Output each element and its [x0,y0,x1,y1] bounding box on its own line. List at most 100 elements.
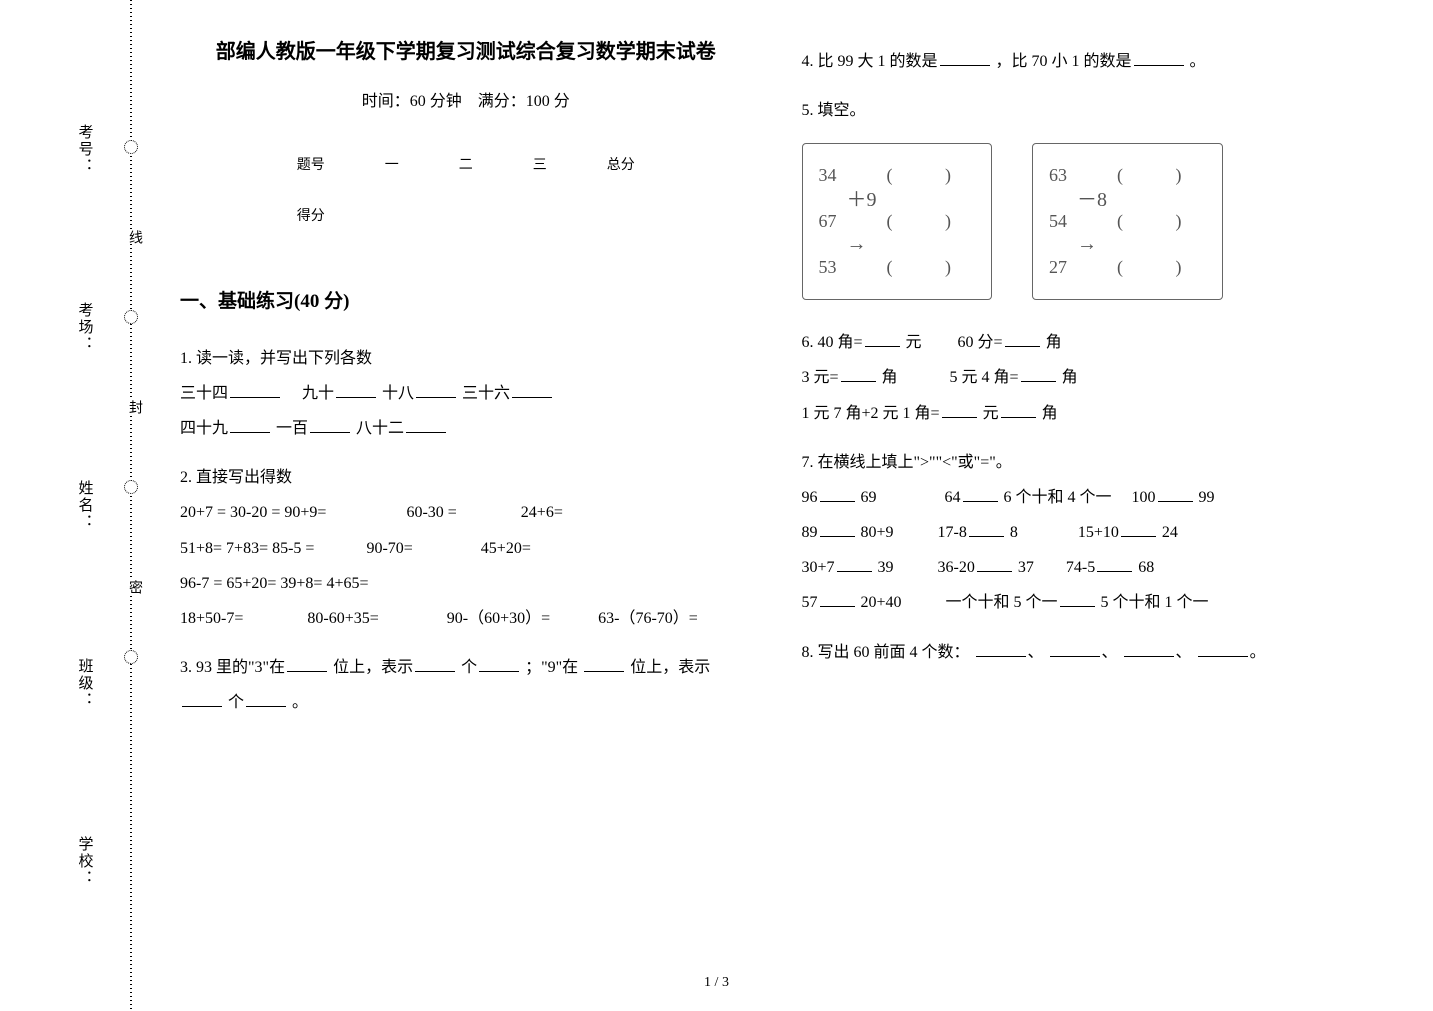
th-3: 三 [503,139,577,190]
page-content: 部编人教版一年级下学期复习测试综合复习数学期末试卷 时间：60 分钟 满分：10… [180,30,1373,734]
fig-num: 67 [819,202,837,242]
q6-prefix: 6. [802,334,818,351]
sealing-dot [124,310,138,324]
fig-num: 53 [819,248,837,288]
th-1: 一 [355,139,429,190]
q8-sep: 、 [1102,644,1118,661]
q7-val: 80+9 [861,524,894,541]
q5-left-box: 34 67 53 ＋9→ ( ) ( ) ( ) [802,143,993,300]
q7-val: 89 [802,524,818,541]
q7-val: 37 [1018,559,1034,576]
question-8: 8. 写出 60 前面 4 个数： 、 、 、 。 [802,635,1374,670]
seal-char: 密 [124,580,144,594]
exam-title: 部编人教版一年级下学期复习测试综合复习数学期末试卷 [180,30,752,74]
question-1: 1. 读一读，并写出下列各数 三十四 九十 十八 三十六 四十九 一百 八十二 [180,341,752,447]
q7-val: 69 [861,489,877,506]
strip-label-school: 学校： [75,836,96,887]
q2-line: 96-7 = 65+20= 39+8= 4+65= [180,566,752,601]
q6-text: 1 元 7 角+2 元 1 角= [802,405,940,422]
question-3: 3. 93 里的"3"在 位上，表示 个 ；"9"在 位上，表示 个 。 [180,650,752,720]
q7-val: 68 [1138,559,1154,576]
q2-label: 2. 直接写出得数 [180,460,752,495]
q1-label: 1. 读一读，并写出下列各数 [180,341,752,376]
page-number: 1 / 3 [704,975,729,991]
fig-op: ＋9 [847,189,877,211]
q7-val: 6 个十和 4 个一 [1004,489,1112,506]
q7-val: 39 [878,559,894,576]
q6-text: 元 [906,334,922,351]
q6-text: 元 [983,405,999,422]
q7-val: 96 [802,489,818,506]
th-num: 题号 [267,139,355,190]
q3-text: 。 [292,694,308,711]
q6-text: 角 [1062,369,1078,386]
q3-text: 3. 93 里的"3"在 [180,659,285,676]
q6-text: 40 角= [818,334,863,351]
q6-text: 3 元= [802,369,839,386]
strip-label-seat: 考号： [75,124,96,175]
fig-blank: ( ) [887,248,976,288]
q3-text: 个 [228,694,244,711]
q5-right-box: 63 54 27 －8→ ( ) ( ) ( ) [1032,143,1223,300]
q2-line: 20+7 = 30-20 = 90+9= 60-30 = 24+6= [180,495,752,530]
q7-val: 5 个十和 1 个一 [1101,594,1209,611]
q7-val: 20+40 [861,594,902,611]
q1-item: 十八 [382,385,414,402]
q6-text: 角 [882,369,898,386]
right-column: 4. 比 99 大 1 的数是 ，比 70 小 1 的数是 。 5. 填空。 3… [802,30,1374,734]
question-2: 2. 直接写出得数 20+7 = 30-20 = 90+9= 60-30 = 2… [180,460,752,636]
q4-text: ，比 70 小 1 的数是 [996,53,1132,70]
th-2: 二 [429,139,503,190]
fig-num: 54 [1049,202,1067,242]
question-4: 4. 比 99 大 1 的数是 ，比 70 小 1 的数是 。 [802,44,1374,79]
q3-text: ；"9"在 [525,659,578,676]
fig-blank: ( ) [1117,202,1206,242]
strip-label-class: 班级： [75,658,96,709]
q8-sep: 、 [1176,644,1192,661]
th-total: 总分 [577,139,665,190]
fig-blank: ( ) [1117,156,1206,196]
sealing-dot [124,140,138,154]
q8-sep: 、 [1028,644,1044,661]
binding-strip: 学校： 班级： 姓名： 考场： 考号： [50,0,120,1011]
q1-item: 三十六 [462,385,510,402]
question-6: 6. 40 角= 元 60 分= 角 3 元= 角 5 元 4 角= 角 1 元… [802,325,1374,431]
q1-item: 三十四 [180,385,228,402]
q7-val: 30+7 [802,559,835,576]
section-1-title: 一、基础练习(40 分) [180,281,752,323]
seal-char: 线 [124,230,144,244]
sealing-dot [124,480,138,494]
q7-val: 8 [1010,524,1018,541]
score-table: 题号 一 二 三 总分 得分 [267,139,665,241]
q8-end: 。 [1250,644,1266,661]
q6-text: 角 [1042,405,1058,422]
q1-item: 四十九 [180,420,228,437]
left-column: 部编人教版一年级下学期复习测试综合复习数学期末试卷 时间：60 分钟 满分：10… [180,30,752,734]
q7-val: 24 [1162,524,1178,541]
strip-label-name: 姓名： [75,480,96,531]
fig-blank: ( ) [887,202,976,242]
q7-val: 15+10 [1078,524,1119,541]
q7-val: 17-8 [938,524,967,541]
fig-op: －8 [1077,189,1107,211]
seal-char: 封 [124,400,144,414]
q7-val: 57 [802,594,818,611]
fig-num: 63 [1049,156,1067,196]
score-header-row: 题号 一 二 三 总分 [267,139,665,190]
q5-figure: 34 67 53 ＋9→ ( ) ( ) ( ) 63 [802,143,1374,300]
q7-val: 一个十和 5 个一 [946,594,1058,611]
fig-blank: ( ) [887,156,976,196]
q4-text: 4. 比 99 大 1 的数是 [802,53,938,70]
fig-blank: ( ) [1117,248,1206,288]
q3-text: 位上，表示 [333,659,413,676]
tr-label: 得分 [267,190,355,241]
q1-item: 八十二 [356,420,404,437]
sealing-dot [124,650,138,664]
q3-text: 个 [461,659,477,676]
q1-item: 九十 [286,385,334,402]
q7-label: 7. 在横线上填上">""<"或"="。 [802,445,1374,480]
q2-line: 18+50-7= 80-60+35= 90-（60+30）= 63-（76-70… [180,601,752,636]
q5-label: 5. 填空。 [802,93,1374,128]
question-7: 7. 在横线上填上">""<"或"="。 96 69 64 6 个十和 4 个一… [802,445,1374,621]
q8-text: 8. 写出 60 前面 4 个数： [802,644,970,661]
